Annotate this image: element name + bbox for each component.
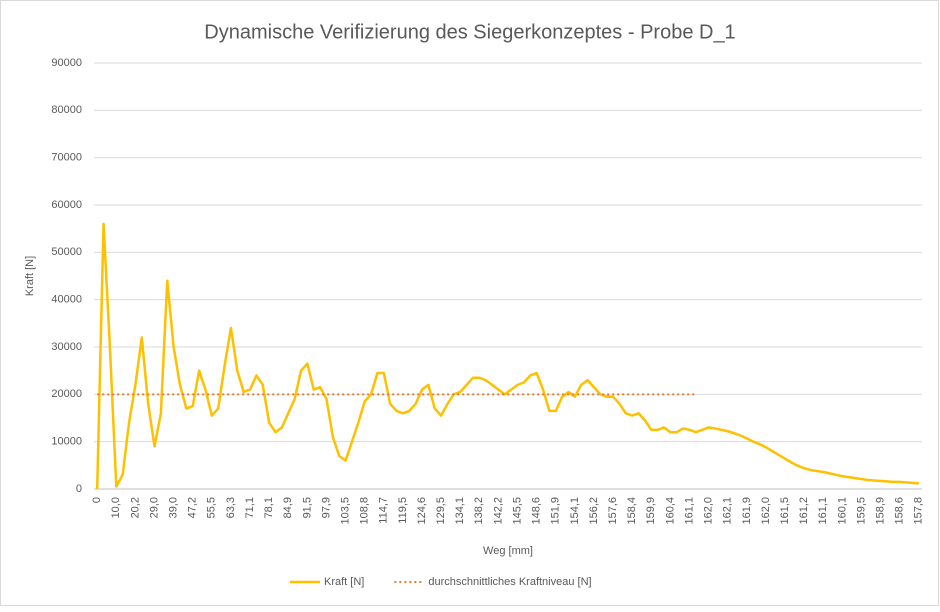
x-tick-label: 161,5 <box>779 497 791 525</box>
x-tick-label: 158,9 <box>875 497 887 525</box>
x-tick-label: 161,2 <box>798 497 810 525</box>
x-tick-label: 162,0 <box>760 497 772 525</box>
y-tick-label: 80000 <box>51 104 82 116</box>
x-tick-label: 162,0 <box>703 497 715 525</box>
x-tick-label: 129,5 <box>435 497 447 525</box>
y-tick-label: 60000 <box>51 199 82 211</box>
x-tick-label: 161,1 <box>683 497 695 525</box>
x-tick-label: 114,7 <box>378 497 390 524</box>
x-tick-label: 91,5 <box>301 497 313 518</box>
x-tick-label: 138,2 <box>473 497 485 525</box>
y-tick-label: 50000 <box>51 246 82 258</box>
y-tick-label: 20000 <box>51 388 82 400</box>
line-series <box>95 222 919 490</box>
x-tick-label: 55,5 <box>206 497 218 518</box>
x-tick-label: 151,9 <box>550 497 562 525</box>
x-axis-label: Weg [mm] <box>483 545 533 557</box>
y-tick-label: 0 <box>76 483 82 495</box>
legend-label: Kraft [N] <box>324 576 364 588</box>
x-tick-label: 160,1 <box>836 497 848 525</box>
x-tick-label: 159,5 <box>855 497 867 525</box>
y-tick-label: 90000 <box>51 57 82 69</box>
x-tick-label: 134,1 <box>454 497 466 525</box>
x-tick-label: 10,0 <box>110 497 122 518</box>
x-tick-label: 71,1 <box>244 497 256 518</box>
x-tick-label: 160,4 <box>664 497 676 525</box>
x-tick-label: 161,9 <box>741 497 753 525</box>
x-tick-label: 145,5 <box>511 497 523 525</box>
x-tick-label: 158,4 <box>626 497 638 525</box>
x-tick-label: 156,2 <box>588 497 600 525</box>
x-tick-label: 0 <box>91 497 103 503</box>
x-tick-label: 97,9 <box>320 497 332 518</box>
x-tick-label: 154,1 <box>569 497 581 525</box>
x-tick-label: 142,2 <box>492 497 504 525</box>
y-tick-label: 40000 <box>51 294 82 306</box>
x-tick-label: 158,6 <box>894 497 906 525</box>
x-tick-label: 29,0 <box>148 497 160 518</box>
x-tick-label: 39,0 <box>168 497 180 518</box>
x-tick-label: 63,3 <box>225 497 237 518</box>
x-tick-label: 47,2 <box>187 497 199 518</box>
y-tick-label: 70000 <box>51 152 82 164</box>
legend-label: durchschnittliches Kraftniveau [N] <box>428 576 591 588</box>
x-tick-label: 78,1 <box>263 497 275 518</box>
x-tick-label: 20,2 <box>129 497 141 518</box>
x-tick-label: 157,8 <box>913 497 925 525</box>
y-axis-label: Kraft [N] <box>24 256 36 296</box>
x-tick-label: 124,6 <box>416 497 428 525</box>
y-tick-label: 10000 <box>51 436 82 448</box>
x-tick-label: 161,1 <box>817 497 829 525</box>
x-tick-label: 162,1 <box>722 497 734 525</box>
x-tick-label: 159,9 <box>645 497 657 525</box>
chart-title: Dynamische Verifizierung des Siegerkonze… <box>204 21 735 43</box>
x-tick-label: 157,6 <box>607 497 619 525</box>
x-tick-label: 119,5 <box>397 497 409 524</box>
x-tick-label: 84,9 <box>282 497 294 518</box>
y-tick-label: 30000 <box>51 341 82 353</box>
x-tick-label: 103,5 <box>339 497 351 525</box>
x-tick-label: 108,8 <box>359 497 371 525</box>
x-tick-label: 148,6 <box>531 497 543 525</box>
